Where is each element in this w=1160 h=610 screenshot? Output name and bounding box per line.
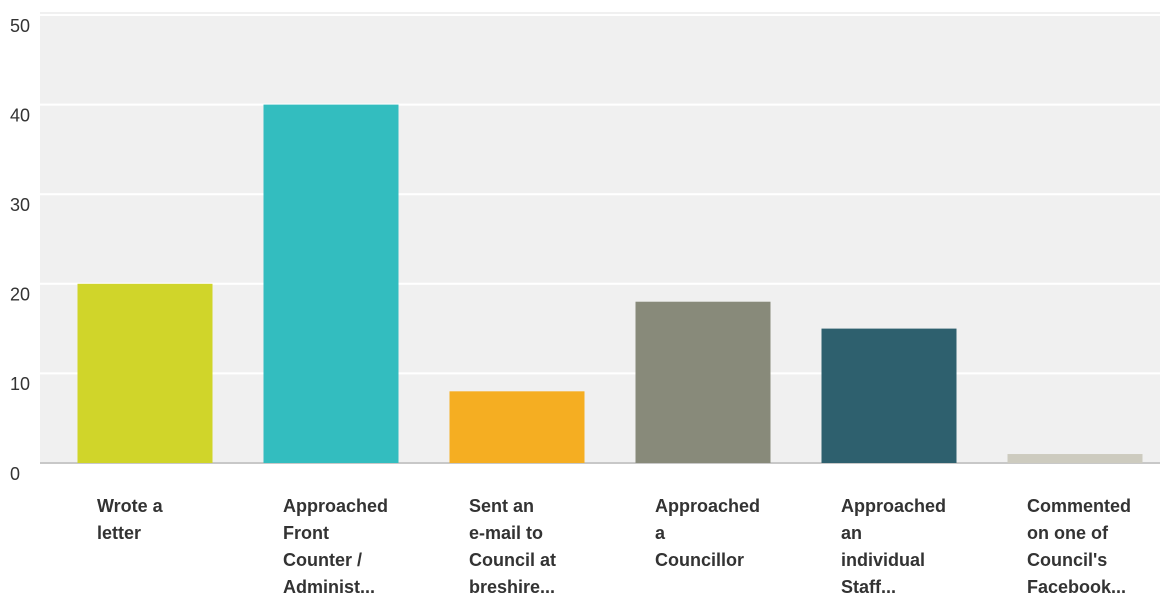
bar [449, 391, 585, 463]
y-tick-label: 40 [10, 105, 30, 125]
bar [1007, 454, 1143, 463]
x-tick-label: Wrote a letter [97, 496, 164, 543]
plot-background [40, 12, 1160, 463]
x-tick-label: Sent an e-mail to Council at breshire... [469, 496, 556, 597]
bar [821, 328, 957, 463]
y-tick-label: 20 [10, 285, 30, 305]
bar [635, 301, 771, 463]
bar [263, 104, 399, 463]
x-tick-label: Commented on one of Council's Facebook... [1027, 496, 1131, 597]
x-tick-label: Approached an individual Staff... [841, 496, 946, 597]
x-tick-label: Approached a Councillor [655, 496, 760, 570]
y-tick-label: 10 [10, 374, 30, 394]
y-tick-label: 0 [10, 464, 20, 484]
y-tick-label: 30 [10, 195, 30, 215]
bar [77, 283, 213, 463]
x-tick-label: Approached Front Counter / Administ... [283, 496, 388, 597]
y-tick-label: 50 [10, 16, 30, 36]
